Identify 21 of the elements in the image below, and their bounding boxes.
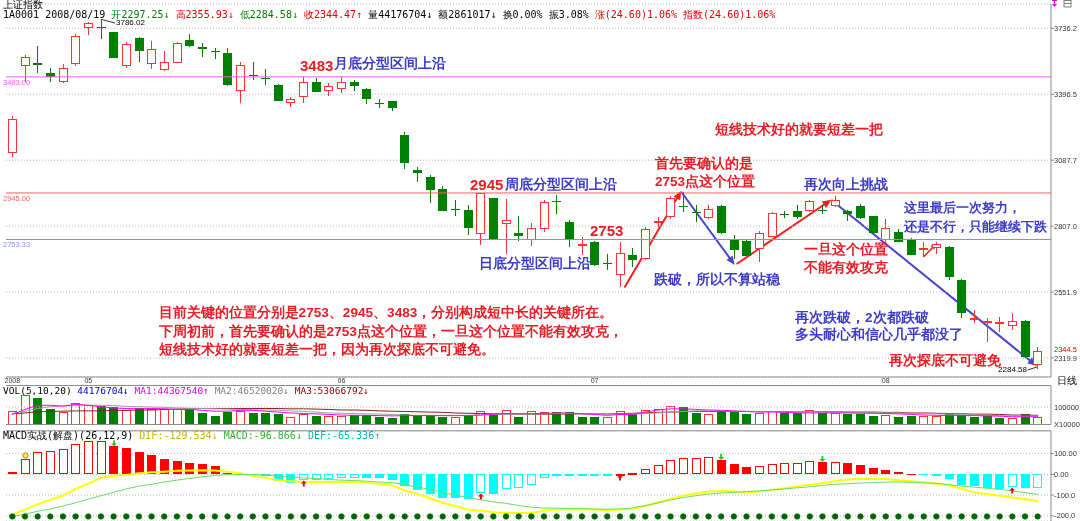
annotation: 月底分型区间上沿 (334, 56, 446, 72)
annotation: 3483 (300, 57, 334, 75)
annotation: 短线技术好的就要短差一把 (715, 122, 883, 138)
annotation: 跌破，所以不算站稳 (654, 272, 780, 288)
annotation: 再次向上挑战 (804, 176, 888, 193)
annotation: 2945 (470, 176, 504, 194)
chart-title: 上证指数 (3, 0, 43, 10)
chart-title: VOL(5,10,20) 44176704↓ MA1:44367540↑ MA2:46520020↓ MA3:53066792↓ (3, 384, 370, 396)
annotation: 一旦这个位置不能有效攻克 (804, 241, 888, 278)
annotation: 这里最后一次努力，还是不行，只能继续下跌 (904, 199, 1047, 237)
annotation: 再次探底不可避免 (889, 352, 1001, 368)
annotation: 周底分型区间上沿 (505, 177, 617, 193)
text: 1A0001 2008/08/19 开2297.25↓ 高2355.93↓ 低2284.58↓ 收2344.47↑ 量44176704↓ 额2861017↓ 换0.00% 振3.08% 涨(24.60)1.06% 指数(24.60)1.06% (3, 9, 776, 20)
annotation: 目前关键的位置分别是2753、2945、3483，分别构成短中长的关键所在。下周初前，首先要确认的是2753点这个位置，一旦这个位置不能有效攻克，短线技术好的就要短差一把，因为再次探底不可避免。 (158, 304, 623, 360)
chart-title: MACD实战(解盘)(26,12,9) DIF:-129.534↓ MACD:-96.866↓ DEF:-65.336↑ (3, 430, 381, 442)
annotation: 2753 (590, 222, 624, 240)
annotation: 再次跌破，2次都跌破多头耐心和信心几乎都没了 (795, 309, 963, 344)
annotation: 首先要确认的是2753点这个位置 (655, 155, 756, 191)
annotation: 3786.02 (116, 18, 145, 28)
annotation: 日底分型区间上沿 (479, 256, 591, 272)
text: 日线 (1057, 375, 1077, 386)
